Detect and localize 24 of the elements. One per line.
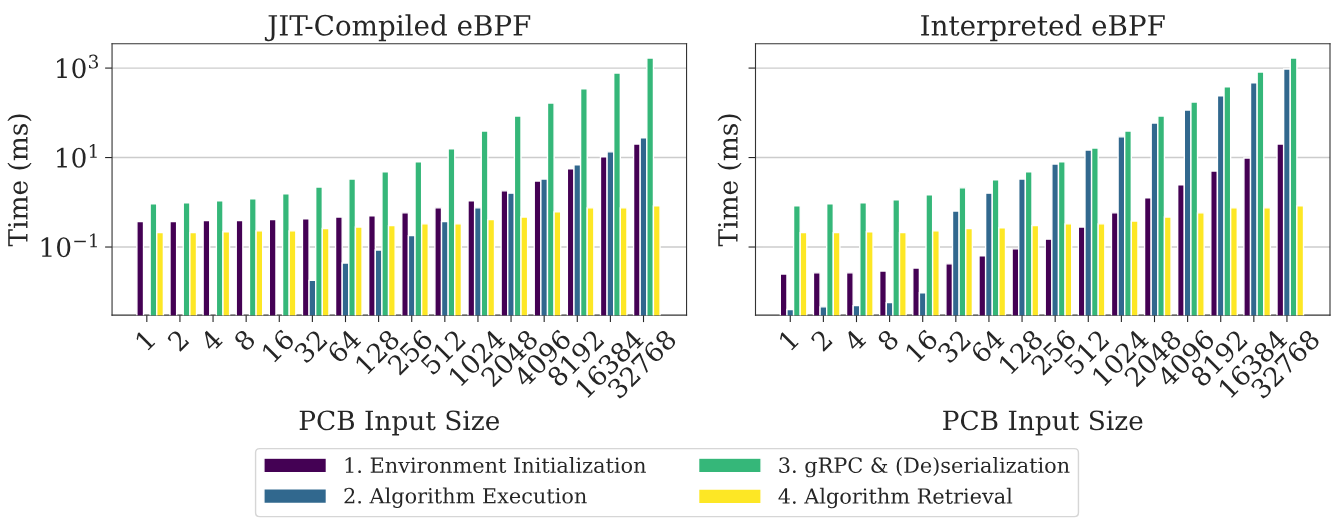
y-tick-label: 10$^{−1}$ bbox=[41, 233, 97, 258]
x-tick-label: 2 bbox=[166, 329, 190, 352]
legend-label: 1. Environment Initialization bbox=[345, 456, 646, 474]
legend-label: 3. gRPC & (De)serialization bbox=[779, 456, 1070, 478]
x-tick-label: 32 bbox=[293, 329, 328, 364]
x-tick-label: 4 bbox=[842, 328, 867, 353]
x-tick-label: 2 bbox=[810, 329, 833, 352]
y-tick-label: 10$^{3}$ bbox=[57, 54, 99, 79]
x-tick-label: 8 bbox=[876, 328, 900, 353]
x-axis-title: PCB Input Size bbox=[299, 410, 500, 436]
legend-label: 4. Algorithm Retrieval bbox=[778, 487, 1013, 509]
y-axis-title: Time (ms) bbox=[7, 114, 32, 247]
x-tick-label: 1 bbox=[777, 329, 799, 351]
chart-title: JIT-Compiled eBPF bbox=[264, 14, 531, 42]
legend-label: 2. Algorithm Execution bbox=[344, 487, 587, 508]
x-tick-label: 16 bbox=[904, 328, 939, 363]
x-tick-label: 1 bbox=[134, 329, 156, 351]
x-tick-label: 4 bbox=[198, 328, 224, 353]
x-tick-label: 32 bbox=[936, 329, 972, 364]
x-axis-title: PCB Input Size bbox=[943, 410, 1143, 436]
y-tick-label: 10$^{1}$ bbox=[57, 144, 97, 168]
y-axis-title: Time (ms) bbox=[717, 114, 742, 247]
chart-title: Interpreted eBPF bbox=[921, 14, 1165, 42]
x-tick-label: 8 bbox=[232, 328, 257, 353]
